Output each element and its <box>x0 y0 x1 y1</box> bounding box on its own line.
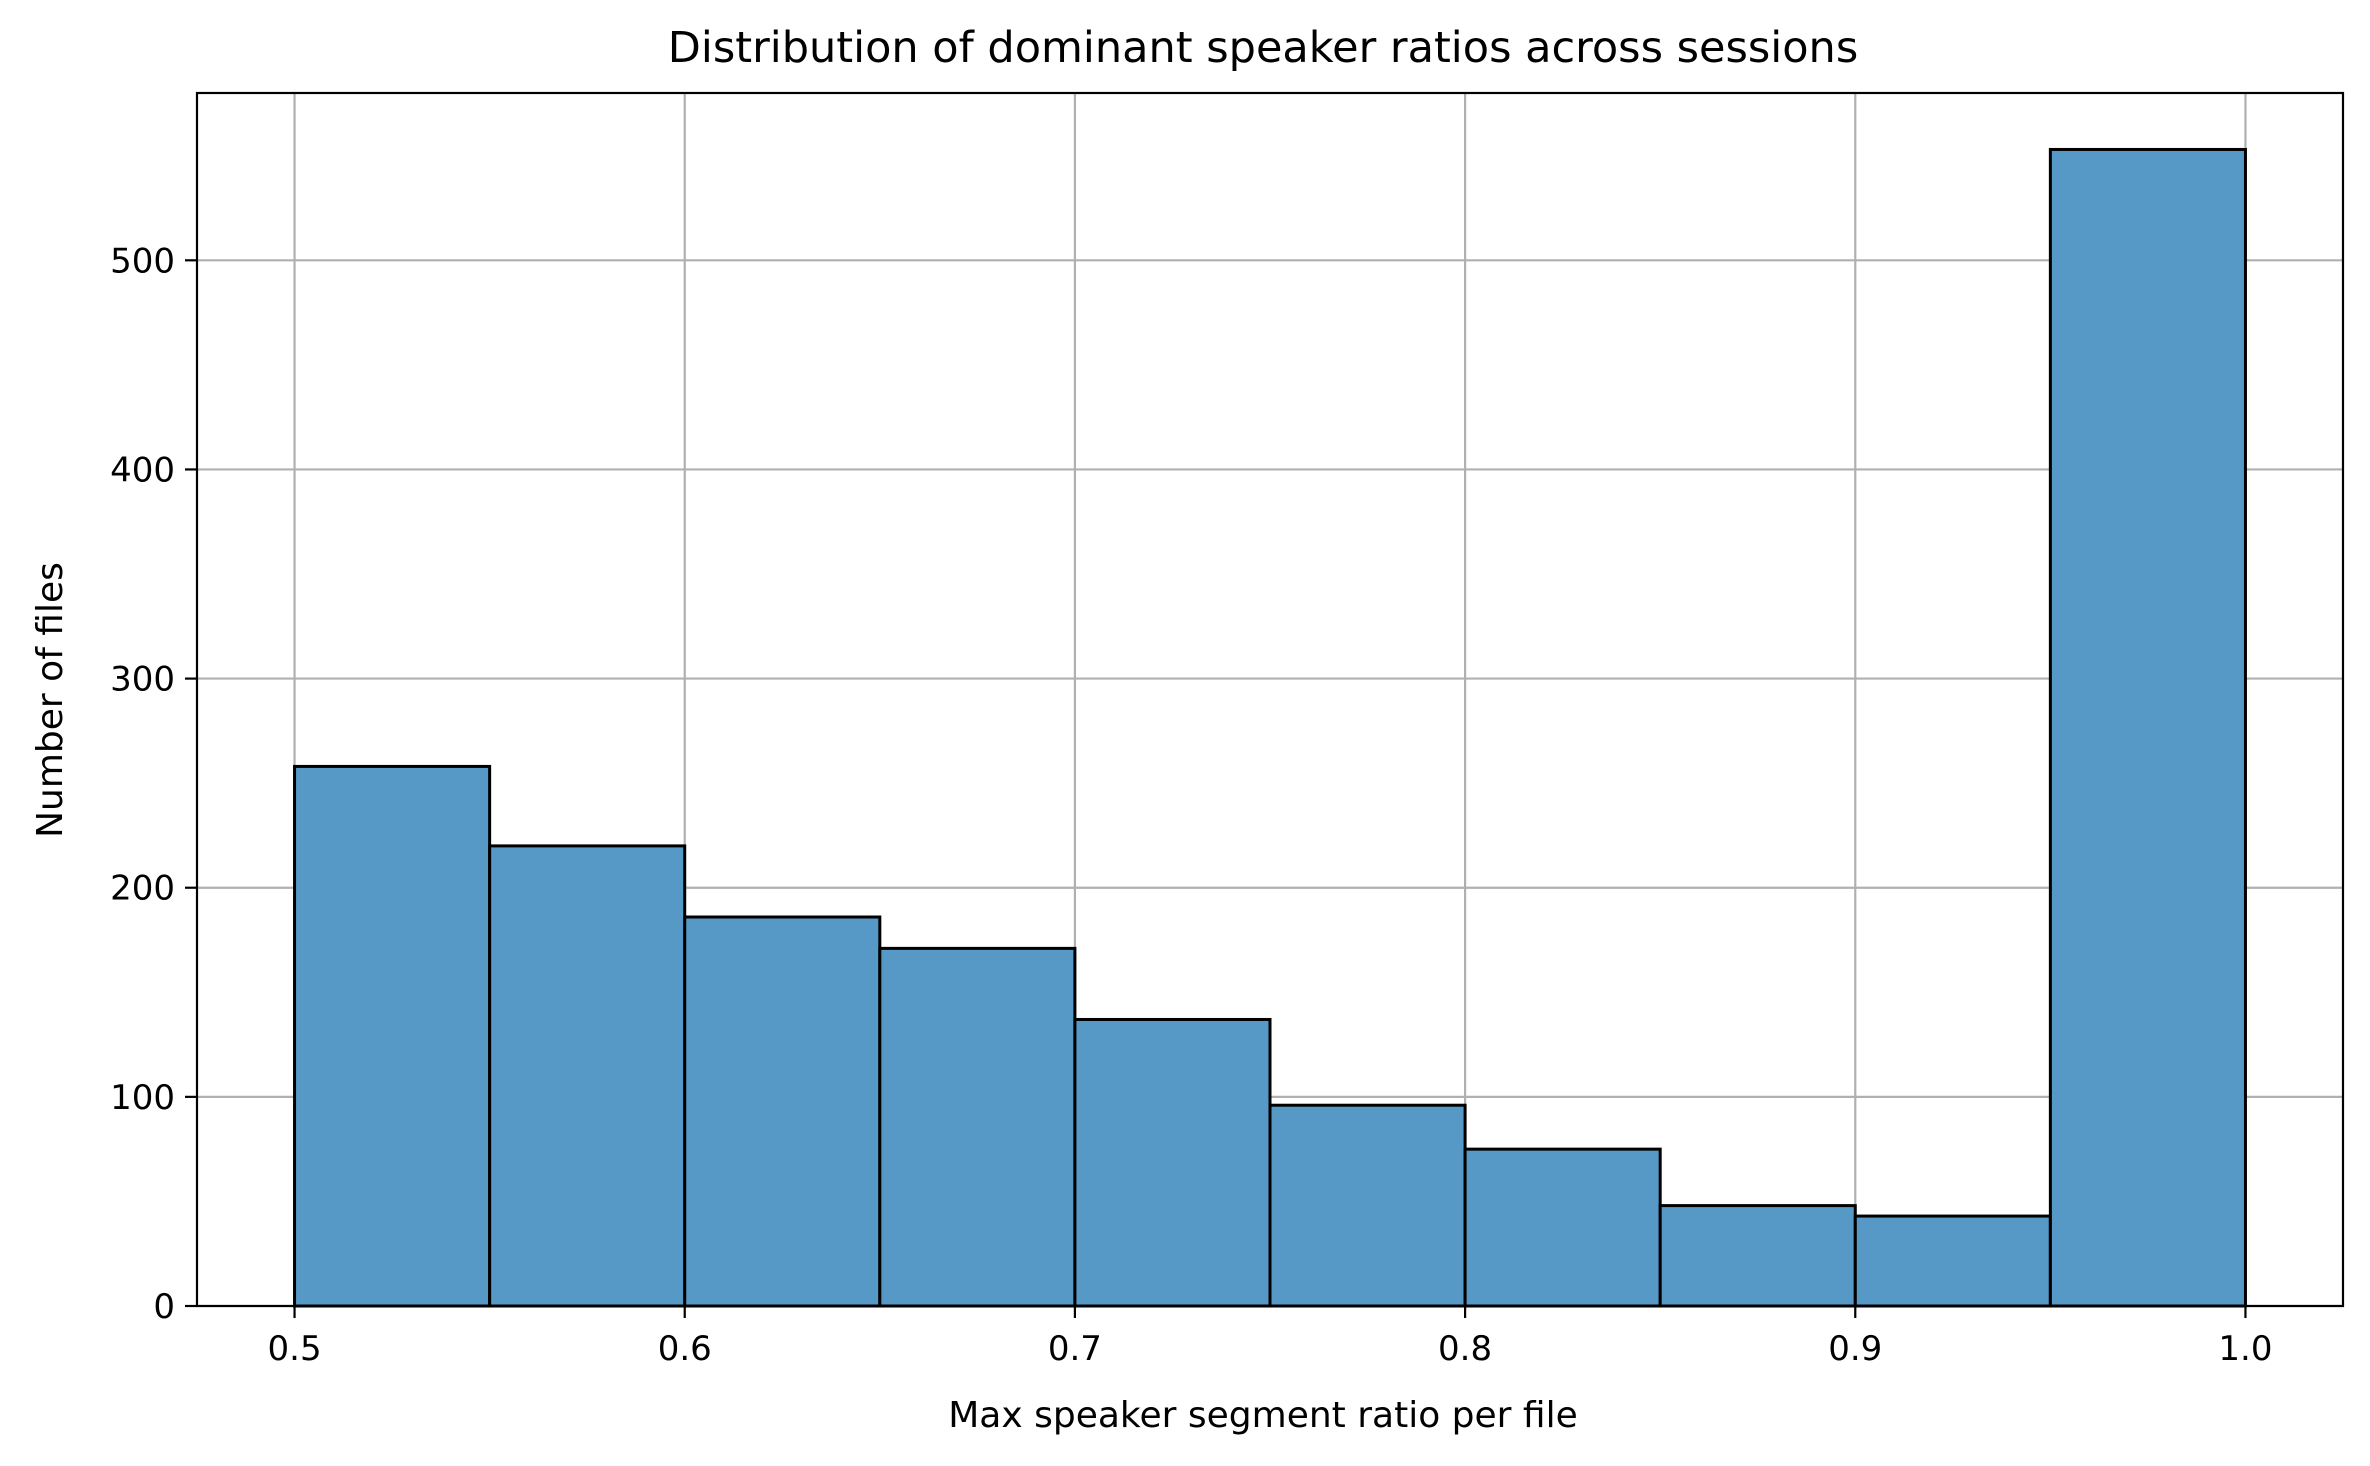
x-tick-label: 0.6 <box>658 1329 712 1369</box>
histogram-bar <box>1463 1147 1662 1308</box>
y-tick-label: 400 <box>110 450 175 490</box>
histogram-bar <box>1658 1204 1857 1308</box>
histogram-bar <box>1268 1103 1467 1308</box>
y-tick-label: 300 <box>110 660 175 700</box>
x-tick-label: 0.8 <box>1438 1329 1492 1369</box>
y-axis-ticks: 0 100 200 300 400 500 <box>110 241 197 1327</box>
y-tick-label: 0 <box>153 1287 175 1327</box>
x-axis-label: Max speaker segment ratio per file <box>948 1395 1578 1436</box>
histogram-bar <box>2048 147 2247 1308</box>
x-tick-label: 1.0 <box>2218 1329 2272 1369</box>
x-axis-ticks: 0.5 0.6 0.7 0.8 0.9 1.0 <box>268 1306 2272 1369</box>
histogram-bar <box>1853 1214 2052 1308</box>
x-tick-label: 0.5 <box>268 1329 322 1369</box>
chart-title: Distribution of dominant speaker ratios … <box>668 23 1858 73</box>
x-tick-label: 0.9 <box>1828 1329 1882 1369</box>
histogram-bar <box>1073 1017 1272 1308</box>
y-axis-label: Number of files <box>30 562 71 838</box>
x-tick-label: 0.7 <box>1048 1329 1102 1369</box>
histogram-bar <box>293 764 492 1308</box>
y-tick-label: 100 <box>110 1078 175 1118</box>
bars <box>293 147 2247 1308</box>
histogram-bar <box>488 844 687 1308</box>
histogram-bar <box>878 946 1077 1308</box>
y-tick-label: 500 <box>110 241 175 281</box>
histogram-bar <box>683 915 882 1308</box>
plot-frame <box>195 91 2345 1308</box>
y-tick-label: 200 <box>110 869 175 909</box>
